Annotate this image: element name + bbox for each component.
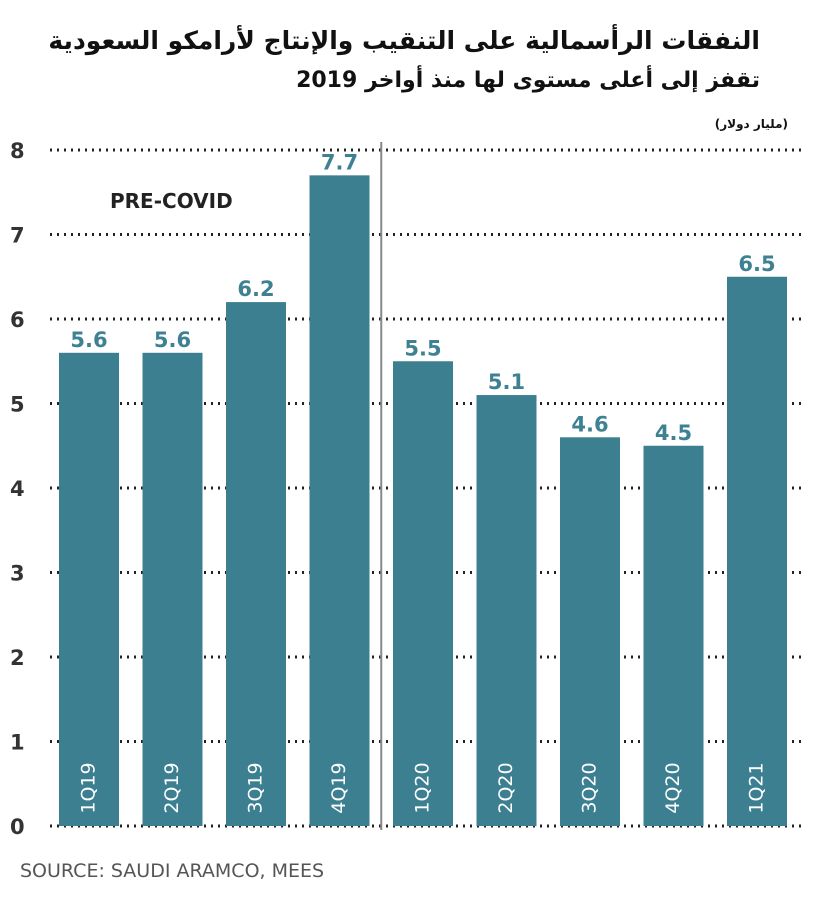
category-label: 3Q20 xyxy=(579,762,601,813)
y-tick-label: 8 xyxy=(10,139,25,163)
bar xyxy=(226,302,286,827)
bar xyxy=(476,395,537,826)
y-tick-label: 0 xyxy=(10,815,25,839)
pre-covid-annotation: PRE-COVID xyxy=(110,189,233,213)
category-label: 1Q21 xyxy=(746,762,768,813)
value-label: 5.1 xyxy=(488,370,525,394)
bar xyxy=(727,276,787,826)
y-tick-label: 4 xyxy=(10,477,25,501)
category-label: 3Q19 xyxy=(245,762,267,813)
value-label: 5.6 xyxy=(70,328,107,352)
y-tick-label: 7 xyxy=(10,224,25,248)
bar xyxy=(560,437,620,826)
value-label: 6.5 xyxy=(738,252,775,276)
y-tick-label: 2 xyxy=(10,646,25,670)
value-label: 7.7 xyxy=(321,150,358,174)
category-label: 2Q20 xyxy=(495,762,517,813)
value-label: 5.5 xyxy=(404,336,441,360)
category-label: 4Q19 xyxy=(328,762,350,813)
category-label: 1Q19 xyxy=(78,762,100,813)
labels: 0 1 2 3 4 5 6 7 8 5.6 1Q19 5.6 2Q19 6.2 3Q19 7.7 4Q19 5.5… xyxy=(10,139,776,839)
y-tick-label: 3 xyxy=(10,562,25,586)
bar xyxy=(59,352,119,826)
category-label: 1Q20 xyxy=(412,762,434,813)
chart-subtitle: تقفز إلى أعلى مستوى لها منذ أواخر 2019 xyxy=(296,68,760,93)
value-label: 4.5 xyxy=(655,421,692,445)
value-label: 5.6 xyxy=(154,328,191,352)
bars xyxy=(59,175,787,827)
y-tick-label: 6 xyxy=(10,308,25,332)
value-label: 4.6 xyxy=(571,412,608,436)
category-label: 2Q19 xyxy=(161,762,183,813)
y-tick-label: 5 xyxy=(10,393,25,417)
y-tick-label: 1 xyxy=(10,731,25,755)
bar xyxy=(393,361,453,826)
unit-label: (مليار دولار) xyxy=(714,117,788,131)
bar xyxy=(309,175,370,827)
bar xyxy=(142,352,203,826)
source-note: SOURCE: SAUDI ARAMCO, MEES xyxy=(20,860,325,882)
value-label: 6.2 xyxy=(237,277,274,301)
chart-title: النفقات الرأسمالية على التنقيب والإنتاج … xyxy=(48,26,760,55)
bar xyxy=(643,445,704,826)
category-label: 4Q20 xyxy=(662,762,684,813)
